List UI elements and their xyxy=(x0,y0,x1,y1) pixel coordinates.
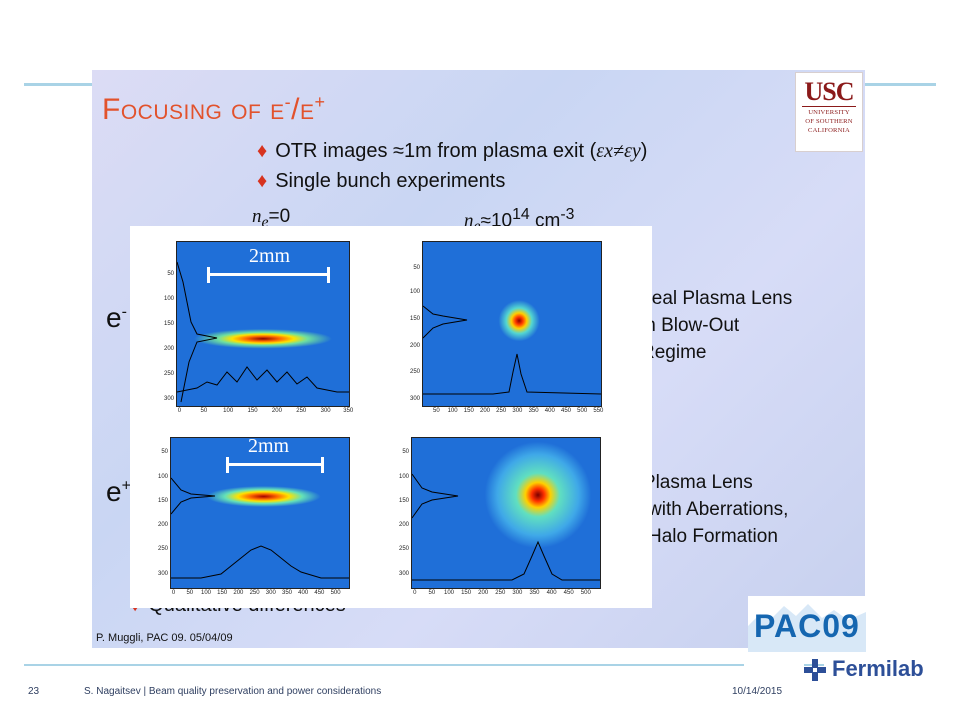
pac09-text: PAC09 xyxy=(754,608,860,644)
usc-logo: USC UNIVERSITY OF SOUTHERN CALIFORNIA xyxy=(795,72,863,152)
footer-page-number: 23 xyxy=(28,686,40,697)
electron-label: e- xyxy=(106,302,127,333)
scale-bar xyxy=(226,457,324,473)
bullet-single-bunch: ♦ Single bunch experiments xyxy=(257,170,506,192)
positron-label: e+ xyxy=(106,476,131,507)
bullet-otr-images: ♦ OTR images ≈1m from plasma exit (εx≠εy) xyxy=(257,140,648,162)
ne-zero-label: ne=0 xyxy=(252,206,291,231)
positron-lens-y-axis: 50 100 150 200 250 300 xyxy=(398,449,409,577)
scale-label: 2mm xyxy=(249,245,291,267)
electron-lens-x-axis: 50 100 150 200 250 300 350 400 450 500 5… xyxy=(433,408,604,414)
fermilab-logo: Fermilab xyxy=(802,656,942,684)
fermilab-text: Fermilab xyxy=(832,656,924,681)
diamond-icon: ♦ xyxy=(257,170,268,192)
footer-date: 10/14/2015 xyxy=(732,686,783,697)
top-rule-right xyxy=(864,83,936,86)
scale-label: 2mm xyxy=(248,435,290,457)
otr-electron-no-plasma: 50 100 150 200 250 300 0 50 100 150 200 … xyxy=(164,241,353,414)
electron-note: •Ideal Plasma Lens in Blow-Out Regime xyxy=(625,284,792,366)
positron-y-axis: 50 100 150 200 250 300 xyxy=(157,449,168,577)
diamond-icon: ♦ xyxy=(257,140,268,162)
top-rule-left xyxy=(24,83,92,86)
positron-lens-x-axis: 0 50 100 150 200 250 300 350 400 450 500 xyxy=(413,590,591,596)
electron-lens-y-axis: 50 100 150 200 250 300 xyxy=(409,264,420,402)
otr-positron-plasma: 50 100 150 200 250 300 0 50 100 150 200 … xyxy=(399,437,601,596)
otr-image-figure: 50 100 150 200 250 300 0 50 100 150 200 … xyxy=(130,226,652,608)
credit-note: P. Muggli, PAC 09. 05/04/09 xyxy=(96,632,233,644)
otr-positron-no-plasma: 50 100 150 200 250 300 0 50 100 150 200 … xyxy=(158,435,350,596)
footer-author-text: S. Nagaitsev | Beam quality preservation… xyxy=(84,686,382,697)
positron-x-axis: 0 50 100 150 200 250 300 350 400 450 500 xyxy=(171,590,341,596)
electron-y-axis: 50 100 150 200 250 300 xyxy=(163,271,174,402)
fermilab-icon xyxy=(804,659,826,681)
bottom-rule-left xyxy=(24,664,744,666)
electron-x-axis: 0 50 100 150 200 250 300 350 xyxy=(177,408,354,414)
positron-note: •Plasma Lens with Aberrations, Halo Form… xyxy=(632,468,788,550)
slide-title: Focusing of e-/e+ xyxy=(102,92,326,126)
scale-bar xyxy=(207,267,330,283)
pac09-logo: PAC09 xyxy=(748,596,866,652)
otr-electron-plasma: 50 100 150 200 250 300 50 100 150 200 25… xyxy=(410,241,603,414)
